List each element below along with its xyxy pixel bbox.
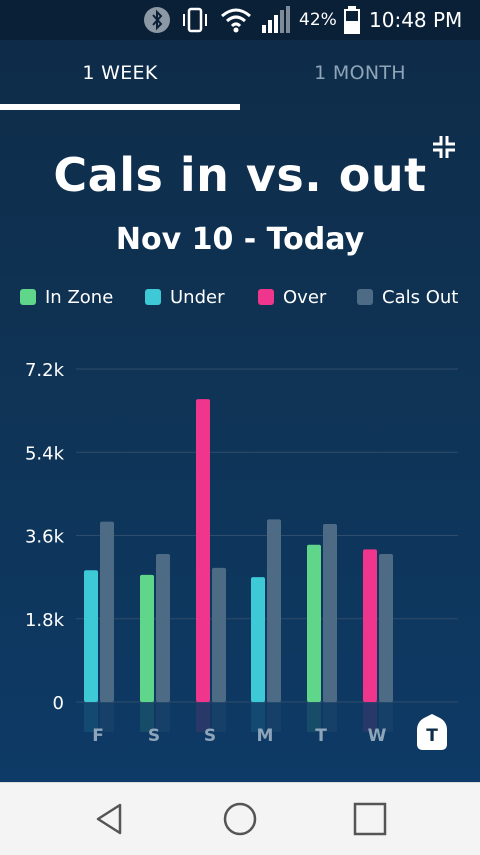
recents-icon[interactable]	[350, 799, 390, 839]
bar-reflection	[212, 702, 226, 732]
bar-reflection	[251, 702, 265, 732]
back-icon[interactable]	[90, 799, 130, 839]
bar-cals-in	[196, 399, 210, 702]
legend-swatch-in-zone	[20, 289, 36, 305]
range-tabs: 1 WEEK 1 MONTH	[0, 40, 480, 110]
cals-chart: 0 1.8k 3.6k 5.4k 7.2k F S S M T W T	[25, 360, 458, 750]
chart-legend: In Zone Under Over Cals Out	[0, 282, 480, 312]
bar-cals-out	[156, 554, 170, 702]
battery-percent: 42%	[299, 10, 337, 30]
bar-cals-in	[84, 570, 98, 702]
active-tab-indicator	[0, 104, 240, 110]
y-tick-label: 1.8k	[25, 610, 65, 631]
legend-swatch-under	[145, 289, 161, 305]
bar-reflection	[323, 702, 337, 732]
bar-cals-in	[307, 544, 321, 702]
x-tick-label: S	[148, 726, 160, 746]
bar-reflection	[140, 702, 154, 732]
x-tick-label: F	[92, 726, 104, 746]
app-screen: 42% 10:48 PM 1 WEEK 1 MONTH Cals in vs. …	[0, 0, 480, 782]
legend-label-in-zone: In Zone	[45, 286, 114, 308]
wifi-icon	[220, 0, 252, 40]
bar-reflection	[196, 702, 210, 732]
y-tick-label: 0	[53, 693, 64, 714]
x-tick-label: M	[257, 726, 274, 746]
bar-reflection	[307, 702, 321, 732]
bar-cals-out	[323, 523, 337, 702]
bluetooth-icon	[143, 0, 171, 40]
bar-cals-in	[251, 577, 265, 702]
legend-item-over: Over	[258, 282, 326, 312]
legend-item-under: Under	[145, 282, 224, 312]
legend-label-under: Under	[170, 286, 225, 308]
today-marker	[417, 714, 447, 750]
bar-cals-in	[363, 549, 377, 702]
chart-title: Cals in vs. out	[53, 148, 427, 202]
bar-reflection	[156, 702, 170, 732]
tab-1-month[interactable]: 1 MONTH	[314, 62, 406, 84]
vibrate-icon	[180, 0, 210, 40]
x-tick-label: W	[368, 726, 387, 746]
tab-1-week[interactable]: 1 WEEK	[82, 62, 158, 84]
bar-cals-out	[379, 554, 393, 702]
legend-label-cals-out: Cals Out	[382, 286, 459, 308]
y-tick-label: 7.2k	[25, 360, 65, 381]
bar-reflection	[363, 702, 377, 732]
battery-icon	[343, 0, 361, 40]
bar-cals-out	[267, 519, 281, 702]
bar-reflection	[84, 702, 98, 732]
legend-label-over: Over	[283, 286, 327, 308]
bar-cals-out	[100, 521, 114, 702]
x-tick-label-today: T	[426, 726, 438, 746]
x-tick-label: S	[204, 726, 216, 746]
legend-swatch-over	[258, 289, 274, 305]
home-icon[interactable]	[220, 799, 260, 839]
y-tick-label: 5.4k	[25, 443, 65, 464]
x-tick-label: T	[315, 726, 327, 746]
chart-subtitle: Nov 10 - Today	[115, 222, 365, 257]
legend-item-in-zone: In Zone	[20, 282, 113, 312]
legend-item-cals-out: Cals Out	[357, 282, 458, 312]
legend-swatch-cals-out	[357, 289, 373, 305]
clock: 10:48 PM	[369, 8, 463, 32]
bar-reflection	[100, 702, 114, 732]
y-tick-label: 3.6k	[25, 527, 65, 548]
signal-icon	[261, 0, 291, 40]
bar-cals-in	[140, 574, 154, 702]
bar-reflection	[379, 702, 393, 732]
navigation-bar	[0, 782, 480, 855]
bar-cals-out	[212, 567, 226, 702]
collapse-icon[interactable]	[430, 133, 458, 161]
bar-reflection	[267, 702, 281, 732]
status-bar: 42% 10:48 PM	[0, 0, 480, 40]
